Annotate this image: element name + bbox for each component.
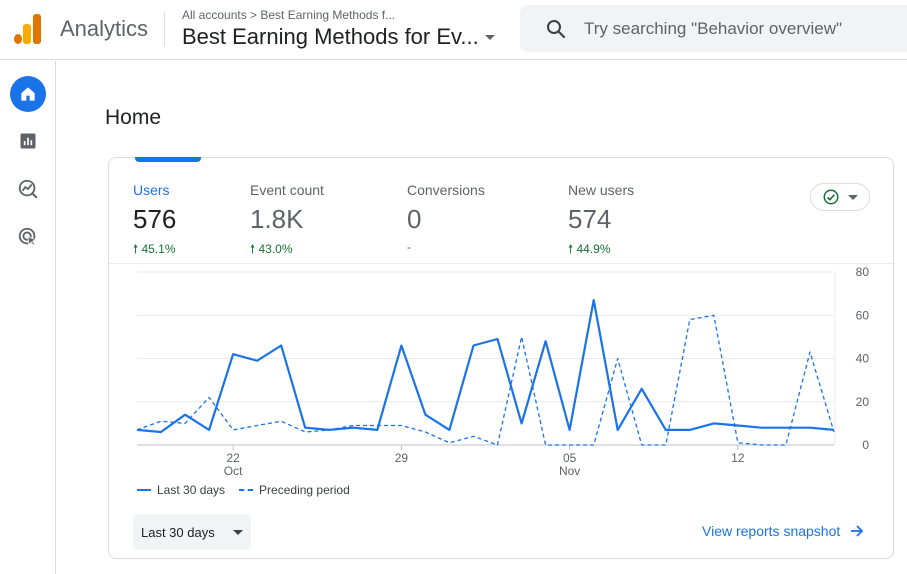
metric-value: 576: [133, 204, 177, 234]
explore-icon: [18, 179, 38, 199]
x-tick-label: 29: [395, 451, 409, 465]
metric-users[interactable]: Users 576 🠕 45.1%: [133, 182, 176, 261]
active-metric-indicator: [135, 157, 201, 162]
date-range-selector[interactable]: Last 30 days: [133, 514, 251, 550]
metric-change: -: [407, 240, 411, 254]
nav-reports[interactable]: [10, 123, 46, 159]
x-tick-sublabel: Oct: [224, 464, 243, 478]
metric-value: 0: [407, 204, 422, 234]
nav-home[interactable]: [10, 76, 46, 112]
metric-label: New users: [568, 182, 635, 198]
date-range-label: Last 30 days: [141, 524, 215, 540]
check-circle-icon: [823, 189, 839, 205]
arrow-up-icon: 🠕: [568, 242, 574, 256]
metric-event-count[interactable]: Event count 1.8K 🠕 43.0%: [250, 182, 324, 261]
legend-previous: Preceding period: [259, 483, 350, 497]
series-last-30-days-line: [136, 298, 835, 434]
property-name: Best Earning Methods for Ev...: [182, 24, 479, 49]
top-bar: Analytics All accounts > Best Earning Me…: [0, 0, 907, 60]
metrics-divider: [109, 263, 895, 264]
metric-value: 1.8K: [250, 204, 304, 234]
metric-change: 🠕 44.9%: [568, 242, 611, 256]
legend-dashed-swatch: [239, 489, 254, 491]
metric-change: 🠕 43.0%: [250, 242, 293, 256]
y-tick-label: 20: [856, 395, 870, 409]
main-content: Home Users 576 🠕 45.1% Event count 1.8K …: [57, 61, 907, 574]
series-preceding-period-line: [136, 314, 835, 446]
metric-new-users[interactable]: New users 574 🠕 44.9%: [568, 182, 634, 261]
search-placeholder: Try searching "Behavior overview": [584, 18, 843, 38]
link-label: View reports snapshot: [702, 523, 841, 539]
y-tick-label: 40: [856, 352, 870, 366]
x-tick-label: 05: [563, 451, 577, 465]
y-tick-label: 0: [862, 438, 869, 452]
metric-label: Event count: [250, 182, 324, 198]
search-bar[interactable]: Try searching "Behavior overview": [520, 5, 907, 52]
overview-card: Users 576 🠕 45.1% Event count 1.8K 🠕 43.…: [108, 157, 895, 559]
app-name: Analytics: [60, 16, 149, 41]
x-tick-label: 12: [731, 451, 745, 465]
arrow-up-icon: 🠕: [250, 242, 256, 256]
header-divider: [164, 12, 165, 46]
chevron-down-icon: [232, 529, 243, 535]
advertising-icon: [18, 227, 38, 246]
chevron-down-icon: [484, 34, 495, 40]
left-navigation: [0, 61, 56, 574]
property-selector[interactable]: Best Earning Methods for Ev...: [182, 24, 495, 50]
reports-icon: [20, 133, 36, 149]
metric-change: 🠕 45.1%: [133, 242, 176, 256]
arrow-up-icon: 🠕: [133, 242, 139, 256]
y-tick-label: 80: [856, 265, 870, 279]
metric-value: 574: [568, 204, 612, 234]
breadcrumb[interactable]: All accounts > Best Earning Methods f...: [182, 8, 396, 22]
arrow-right-icon: [851, 525, 864, 537]
nav-advertising[interactable]: [10, 219, 46, 255]
metric-conversions[interactable]: Conversions 0 -: [407, 182, 485, 254]
home-icon: [21, 87, 35, 101]
metric-label: Users: [133, 182, 170, 198]
view-reports-snapshot-link[interactable]: View reports snapshot: [702, 523, 864, 539]
x-tick-label: 22: [226, 451, 240, 465]
x-tick-sublabel: Nov: [559, 464, 580, 478]
y-tick-label: 60: [856, 308, 870, 322]
legend-solid-swatch: [137, 489, 151, 491]
page-title: Home: [105, 106, 162, 129]
legend-current: Last 30 days: [157, 483, 226, 497]
chevron-down-icon: [848, 194, 858, 200]
insights-status-button[interactable]: [810, 183, 870, 211]
analytics-logo[interactable]: [14, 14, 42, 44]
metric-label: Conversions: [407, 182, 485, 198]
search-icon: [547, 19, 566, 38]
nav-explore[interactable]: [10, 171, 46, 207]
chart-legend: Last 30 days Preceding period: [137, 483, 350, 497]
